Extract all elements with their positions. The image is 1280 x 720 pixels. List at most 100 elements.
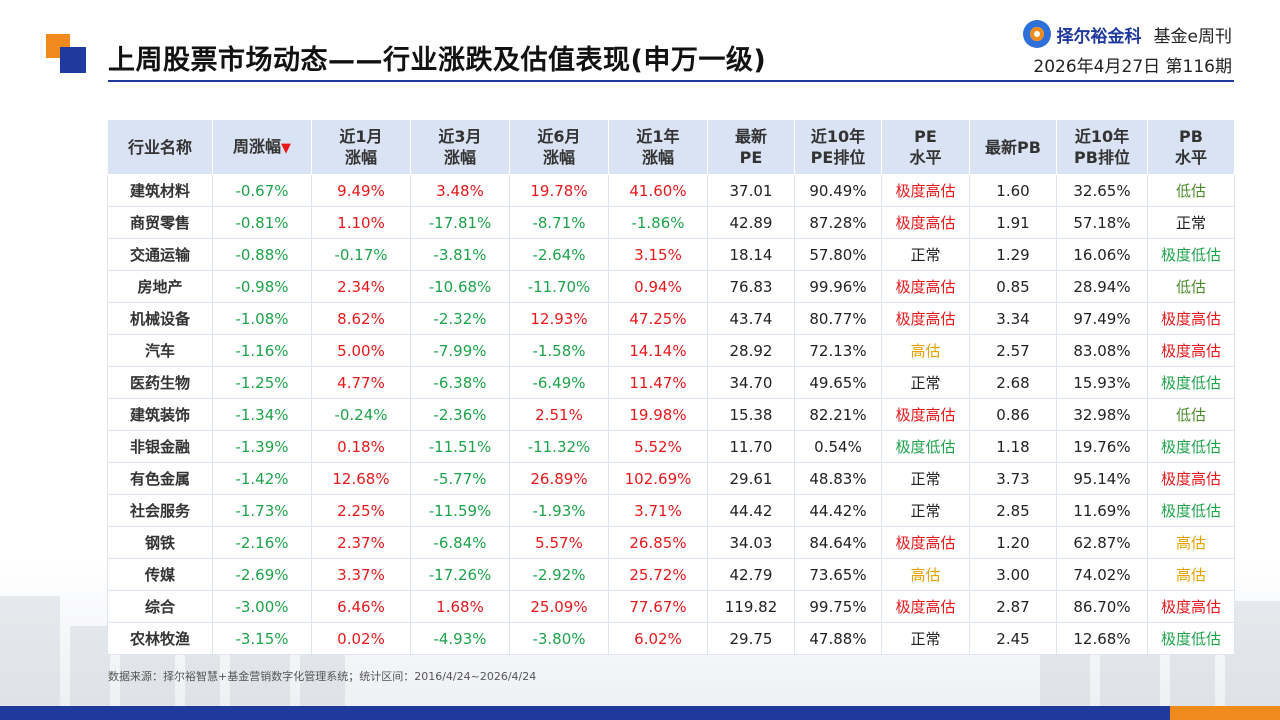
- table-cell: -3.81%: [410, 238, 510, 271]
- table-cell: -17.81%: [410, 206, 510, 239]
- table-cell: 1.18: [969, 430, 1057, 463]
- table-cell: 18.14: [707, 238, 795, 271]
- table-cell: 57.18%: [1056, 206, 1148, 239]
- table-cell: 32.65%: [1056, 174, 1148, 207]
- table-cell: 83.08%: [1056, 334, 1148, 367]
- table-cell: 3.48%: [410, 174, 510, 207]
- table-cell: 97.49%: [1056, 302, 1148, 335]
- table-cell: 3.34: [969, 302, 1057, 335]
- table-cell: 26.89%: [509, 462, 609, 495]
- table-cell: 76.83: [707, 270, 795, 303]
- table-cell: 2.51%: [509, 398, 609, 431]
- table-cell: -0.17%: [311, 238, 411, 271]
- table-cell: -2.16%: [212, 526, 312, 559]
- data-source-note: 数据来源：择尔裕智慧+基金营销数字化管理系统；统计区间：2016/4/24~20…: [108, 670, 537, 683]
- table-cell: 正常: [1147, 206, 1235, 239]
- table-row: 建筑装饰 -1.34% -0.24% -2.36% 2.51% 19.98% 15.38 82…: [107, 398, 1235, 431]
- table-cell: 19.78%: [509, 174, 609, 207]
- table-cell: -0.98%: [212, 270, 312, 303]
- table-cell: 正常: [881, 462, 970, 495]
- table-cell: 医药生物: [107, 366, 213, 399]
- table-cell: 高估: [1147, 558, 1235, 591]
- table-cell: 12.93%: [509, 302, 609, 335]
- table-cell: 26.85%: [608, 526, 708, 559]
- table-cell: 汽车: [107, 334, 213, 367]
- footer-bar: [0, 706, 1170, 720]
- column-header: 行业名称: [107, 119, 213, 175]
- column-header: 最新 PE: [707, 119, 795, 175]
- table-cell: 37.01: [707, 174, 795, 207]
- table-cell: 综合: [107, 590, 213, 623]
- table-cell: -6.49%: [509, 366, 609, 399]
- table-cell: 14.14%: [608, 334, 708, 367]
- table-cell: -4.93%: [410, 622, 510, 655]
- table-cell: 极度高估: [1147, 302, 1235, 335]
- column-header-text: 最新PB: [985, 137, 1041, 157]
- table-cell: 房地产: [107, 270, 213, 303]
- brand-logo-icon: [1022, 20, 1051, 48]
- column-header-text: PE: [739, 148, 763, 167]
- table-body: 建筑材料 -0.67% 9.49% 3.48% 19.78% 41.60% 37.01 90.…: [107, 174, 1235, 655]
- column-header-text: 近6月: [537, 127, 581, 146]
- column-header: 近6月涨幅: [509, 119, 609, 175]
- table-cell: 1.20: [969, 526, 1057, 559]
- table-row: 社会服务 -1.73% 2.25% -11.59% -1.93% 3.71% 44.42 44…: [107, 494, 1235, 527]
- column-header-text: 涨幅: [443, 148, 476, 167]
- sort-descending-icon[interactable]: ▼: [281, 140, 291, 156]
- table-cell: 11.69%: [1056, 494, 1148, 527]
- issue-date: 2026年4月27日 第116期: [1033, 57, 1232, 77]
- table-cell: 6.02%: [608, 622, 708, 655]
- table-cell: 2.57: [969, 334, 1057, 367]
- table-cell: -2.69%: [212, 558, 312, 591]
- table-cell: 44.42: [707, 494, 795, 527]
- column-header-text: PB: [1179, 127, 1203, 146]
- table-cell: 极度高估: [881, 590, 970, 623]
- table-cell: 48.83%: [794, 462, 882, 495]
- column-header: 近1年 涨幅: [608, 119, 708, 175]
- table-cell: -17.26%: [410, 558, 510, 591]
- table-cell: 84.64%: [794, 526, 882, 559]
- table-cell: 正常: [881, 366, 970, 399]
- industry-table-container: 行业名称 周涨幅▼ 近1月 涨幅 近3月 涨幅 近6月 涨幅 近1年 涨幅 最新 PE 近10年 PE排位…: [107, 119, 1235, 655]
- table-cell: 高估: [881, 558, 970, 591]
- table-cell: 交通运输: [107, 238, 213, 271]
- table-cell: 49.65%: [794, 366, 882, 399]
- table-cell: 15.38: [707, 398, 795, 431]
- publication-name: 基金e周刊: [1153, 26, 1232, 47]
- table-cell: -3.00%: [212, 590, 312, 623]
- column-header: 近1月 涨幅: [311, 119, 411, 175]
- table-cell: -8.71%: [509, 206, 609, 239]
- table-cell: -11.70%: [509, 270, 609, 303]
- table-cell: -1.16%: [212, 334, 312, 367]
- table-cell: 非银金融: [107, 430, 213, 463]
- column-header-text: 涨幅: [641, 148, 674, 167]
- table-cell: 1.68%: [410, 590, 510, 623]
- title-underline: [108, 80, 1234, 82]
- table-cell: 43.74: [707, 302, 795, 335]
- table-cell: 2.85: [969, 494, 1057, 527]
- table-cell: 极度低估: [881, 430, 970, 463]
- column-header: 近10年 PB排位: [1056, 119, 1148, 175]
- table-row: 房地产 -0.98% 2.34% -10.68% -11.70% 0.94% 76.83 99…: [107, 270, 1235, 303]
- table-cell: -5.77%: [410, 462, 510, 495]
- table-cell: 99.75%: [794, 590, 882, 623]
- table-cell: 社会服务: [107, 494, 213, 527]
- table-cell: 极度低估: [1147, 494, 1235, 527]
- table-cell: 农林牧渔: [107, 622, 213, 655]
- table-cell: 正常: [881, 238, 970, 271]
- table-row: 交通运输 -0.88% -0.17% -3.81% -2.64% 3.15% 18.14 57…: [107, 238, 1235, 271]
- column-header-text: 近10年: [810, 127, 866, 146]
- column-header[interactable]: 周涨幅▼: [212, 119, 312, 175]
- table-cell: -7.99%: [410, 334, 510, 367]
- table-cell: 2.87: [969, 590, 1057, 623]
- table-cell: 极度低估: [1147, 430, 1235, 463]
- column-header-text: 涨幅: [542, 148, 575, 167]
- table-cell: 42.89: [707, 206, 795, 239]
- table-cell: 4.77%: [311, 366, 411, 399]
- table-cell: 15.93%: [1056, 366, 1148, 399]
- column-header-text: 近1月: [339, 127, 383, 146]
- table-cell: 有色金属: [107, 462, 213, 495]
- table-cell: 2.45: [969, 622, 1057, 655]
- table-cell: -1.93%: [509, 494, 609, 527]
- table-cell: 80.77%: [794, 302, 882, 335]
